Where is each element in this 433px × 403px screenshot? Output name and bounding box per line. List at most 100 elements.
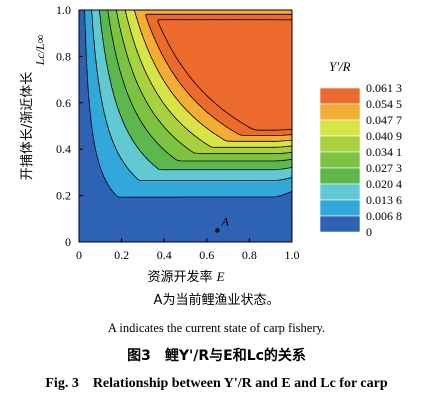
contour-cell: [89, 38, 92, 41]
contour-cell: [130, 34, 133, 38]
contour-cell: [151, 61, 154, 64]
contour-cell: [206, 51, 210, 54]
contour-cell: [208, 31, 211, 34]
contour-cell: [137, 49, 140, 52]
contour-cell: [157, 63, 160, 66]
contour-cell: [158, 81, 162, 84]
contour-cell: [158, 42, 162, 45]
contour-cell: [187, 72, 190, 75]
contour-cell: [290, 24, 292, 27]
contour-cell: [98, 51, 101, 54]
contour-cell: [151, 51, 154, 54]
contour-cell: [109, 67, 112, 70]
contour-cell: [270, 81, 273, 84]
contour-cell: [142, 54, 146, 57]
contour-cell: [277, 31, 281, 34]
contour-cell: [196, 11, 199, 15]
contour-cell: [123, 22, 126, 25]
contour-cell: [118, 20, 121, 23]
contour-cell: [137, 27, 140, 31]
contour-cell: [132, 29, 135, 32]
contour-cell: [114, 49, 117, 52]
contour-cell: [284, 20, 288, 23]
contour-cell: [128, 13, 131, 16]
contour-cell: [260, 77, 263, 81]
contour-cell: [119, 43, 123, 47]
contour-cell: [261, 61, 265, 64]
contour-cell: [229, 61, 233, 64]
contour-cell: [231, 76, 234, 79]
contour-cell: [187, 33, 190, 36]
contour-cell: [157, 54, 160, 57]
contour-cell: [150, 67, 153, 70]
contour-cell: [281, 54, 284, 57]
contour-cell: [245, 45, 249, 48]
contour-cell: [258, 20, 261, 23]
contour-cell: [286, 59, 289, 63]
contour-cell: [213, 76, 217, 79]
contour-cell: [151, 40, 154, 43]
contour-cell: [215, 47, 218, 50]
contour-cell: [261, 31, 265, 34]
contour-cell: [286, 22, 289, 25]
contour-cell: [128, 36, 131, 39]
contour-cell: [146, 79, 149, 82]
contour-cell: [167, 40, 170, 43]
contour-cell: [181, 58, 185, 61]
contour-cell: [270, 33, 273, 36]
contour-cell: [112, 68, 115, 72]
contour-cell: [98, 22, 101, 25]
contour-cell: [165, 51, 169, 54]
contour-cell: [96, 27, 99, 31]
contour-cell: [183, 40, 186, 43]
contour-cell: [112, 54, 115, 57]
contour-cell: [100, 58, 103, 61]
contour-cell: [105, 54, 108, 57]
contour-cell: [213, 58, 217, 61]
contour-cell: [196, 79, 199, 82]
contour-cell: [245, 49, 249, 52]
contour-cell: [238, 72, 241, 75]
contour-cell: [260, 10, 263, 13]
contour-cell: [215, 51, 218, 54]
contour-cell: [180, 79, 183, 82]
contour-cell: [290, 81, 292, 84]
contour-cell: [213, 65, 217, 68]
contour-cell: [162, 26, 165, 29]
contour-cell: [210, 56, 213, 59]
contour-cell: [123, 47, 126, 50]
contour-cell: [80, 22, 84, 25]
contour-cell: [86, 51, 89, 54]
contour-cell: [91, 70, 94, 73]
contour-cell: [187, 77, 190, 81]
contour-cell: [119, 27, 123, 31]
contour-cell: [171, 56, 174, 59]
contour-cell: [196, 59, 199, 63]
contour-cell: [82, 54, 85, 57]
contour-cell: [288, 34, 291, 38]
contour-cell: [146, 59, 149, 63]
contour-cell: [180, 65, 183, 68]
contour-cell: [249, 31, 252, 34]
contour-cell: [199, 36, 202, 39]
contour-cell: [112, 59, 115, 63]
contour-cell: [228, 65, 231, 68]
contour-cell: [217, 33, 220, 36]
contour-cell: [267, 40, 270, 43]
contour-cell: [87, 67, 91, 70]
contour-cell: [125, 72, 128, 75]
contour-cell: [98, 58, 101, 61]
contour-cell: [263, 51, 266, 54]
contour-cell: [258, 61, 261, 64]
contour-cell: [144, 34, 147, 38]
contour-cell: [254, 33, 257, 36]
contour-cell: [169, 51, 172, 54]
contour-cell: [229, 72, 233, 75]
contour-cell: [141, 36, 144, 39]
contour-cell: [94, 49, 98, 52]
contour-cell: [236, 52, 240, 56]
contour-cell: [167, 79, 170, 82]
contour-cell: [189, 70, 192, 73]
contour-cell: [281, 67, 284, 70]
contour-cell: [205, 58, 208, 61]
